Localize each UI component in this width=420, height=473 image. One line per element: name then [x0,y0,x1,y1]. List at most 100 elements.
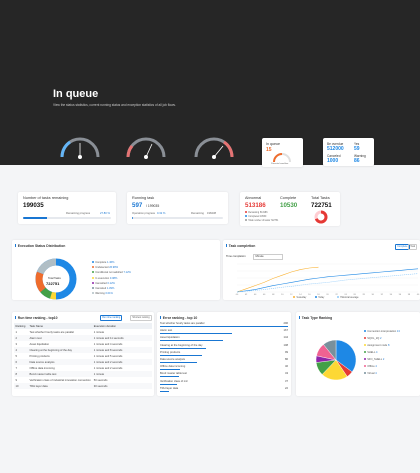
status-label-warning: Warning [354,154,366,158]
x-tick-label: 24 [344,294,347,296]
completion-filter-label: Time completion [226,255,246,258]
status-value-canceled: 1000 [327,158,339,164]
error-row-name: Test whether hourly tasks are parallel [160,322,205,325]
completion-title: Task completion [226,244,256,248]
table-row: 7 Offline data incoming 1 minute and 2 sec… [14,365,152,371]
error-row: Clearing at the beginning of the day 108 [160,344,288,350]
line-legend-item: Yesterday [293,296,306,299]
page-title: In queue [53,88,99,100]
table-cell: Verification class of industrial innovat… [29,378,91,382]
table-cell: TRH layer data [28,383,93,389]
distribution-legend-item: Canceled 1.39% [92,287,114,290]
error-row-count: 108 [283,343,288,347]
status-value-overdue: 512000 [327,146,344,152]
completion-toggle-complete[interactable]: Complete [395,244,410,250]
types-card: Task Type Ranking Connection interpretat… [296,312,420,396]
completion-card: Task completion Complete Task Time compl… [223,240,420,300]
kpi-abnormal-value: 513186 [245,202,266,209]
error-row-count: 167 [283,329,288,333]
gauge-running [126,137,166,159]
runtime-card: Run time ranking - top10 Run time rankin… [12,312,154,396]
legend-dot-icon [364,365,366,367]
queue-note: Potential overflow [271,163,289,165]
error-row-name: Alarm test [160,329,173,333]
error-row-bar [160,362,198,363]
legend-dot-icon [92,271,94,274]
table-cell: 3 [15,342,18,346]
table-row: 6 Data source analysis 1 minute and 2 seco… [14,359,152,365]
kpi-remaining-card: Number of tasks remaining 199035 Remaini… [18,192,116,224]
error-row-name: TRH layer data [160,386,179,390]
types-legend-item: Connection interpretation 13 [364,330,400,333]
runtime-toggle-shortest[interactable]: Shortest ranking [130,315,152,321]
x-tick-label: 18 [317,294,320,296]
table-cell: Offline data incoming [29,366,55,370]
kpi-running-remain-value: 198438 [207,212,216,215]
table-cell: 1 minute and 2 seconds [92,359,152,365]
error-row-bar [160,333,232,335]
gauge-remaining [60,137,100,159]
error-row-name: Clearing at the beginning of the day [160,343,203,347]
legend-dot-icon [364,358,366,360]
kpi-total-donut [314,210,328,224]
types-legend-item: SFO_SHELL 2 [364,358,384,361]
x-tick-label: 28 [362,294,365,296]
legend-dot-icon [92,281,94,284]
queue-gauge [273,153,291,162]
distribution-legend-item: In execution 0.08% [92,276,117,280]
error-row: Asset liquidation 144 [160,336,288,342]
error-row-name: Data source analysis [160,358,185,361]
series-line [236,273,419,293]
table-cell: 1 minute and 8 seconds [92,347,152,353]
distribution-legend-item: Undetected 26.98% [92,266,118,269]
kpi-remaining-progress-bar [23,217,111,219]
legend-dot-icon [92,292,94,295]
completion-filter-select[interactable]: Minute [253,254,283,260]
table-cell: 1 minute and 2 seconds [93,366,123,370]
kpi-running-value: 597 [132,202,143,209]
x-tick-label: 10 [281,294,284,296]
table-cell: 30 seconds [92,383,152,389]
kpi-total-value: 722751 [311,202,332,209]
table-cell: Printing products [29,354,50,358]
error-row-bar [160,347,207,349]
error-row-count: 22 [285,386,288,390]
table-cell: 1 minute and 5 seconds [93,354,123,358]
table-row: 9 Verification class of industrial innova… [14,377,152,383]
kpi-abnormal-line-3: Total number of tasks 722751 [245,219,278,222]
table-cell: 1 minute [92,371,152,377]
table-cell: Data source analysis [28,359,93,365]
legend-dot-icon [92,261,94,263]
runtime-toggle-runtime[interactable]: Run time ranking [100,315,123,321]
legend-dot-icon [92,266,94,269]
kpi-remaining-progress-label: Remaining progress [66,212,91,215]
kpi-abnormal-label: Abnormal [245,196,262,200]
status-value-warning: 86 [354,158,360,164]
error-row-count: 296 [283,322,288,325]
page-subtitle: View the status statistics, current runn… [53,103,176,107]
completion-line-chart: 00 02 04 06 08 10 12 14 16 18 20 22 24 26 28 30 32 34 36 38… [236,263,420,296]
completion-toggle-task[interactable]: Task [408,244,418,250]
x-tick-label: 36 [399,294,402,296]
kpi-abnormal-line-1: Remaining 513186 [245,211,267,214]
types-legend-item: Virtual 4 [364,372,377,375]
error-row-count: 37 [285,379,288,383]
kpi-running-card: Running task 597 / 199035 Operation prog… [127,192,228,224]
x-tick-label: 08 [272,294,275,296]
x-tick-label: 04 [254,294,257,296]
kpi-running-progress-bar [132,217,223,219]
table-cell: 1 minute and 4 seconds [93,342,123,346]
queue-card: In queue 15 Potential overflow [262,138,303,167]
table-row: 5 Printing products 1 minute and 5 seconds [14,353,152,359]
table-cell: Bond master table test [28,371,93,377]
types-legend-item: SQOL_2Q 2 [364,337,382,340]
kpi-abnormal-card: Abnormal 513186 Remaining 513186 Complet… [240,192,340,226]
error-row: Data source analysis 86 [160,358,288,364]
runtime-col-ranking: Ranking [14,323,28,329]
table-cell: 1 minute [93,330,105,334]
distribution-card: Execution Status Distribution Total Task… [12,240,220,300]
gauge-abnormal [194,137,234,159]
queue-value: 15 [266,147,272,153]
table-row: 8 Bond master table test 1 minute [14,371,152,377]
error-row: Verification class of ind 37 [160,380,288,386]
